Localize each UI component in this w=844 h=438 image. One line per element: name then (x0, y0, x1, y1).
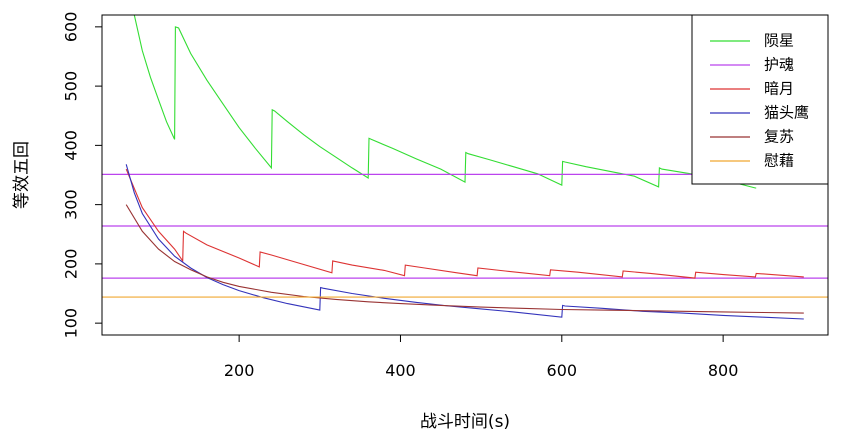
legend-label: 护魂 (764, 56, 794, 74)
series-line-4 (125, 204, 804, 314)
legend-label: 陨星 (764, 32, 794, 50)
y-tick-label: 300 (62, 189, 81, 220)
x-axis: 200 400 600 800 (224, 334, 739, 380)
legend-label: 猫头鹰 (764, 104, 809, 122)
x-axis-title: 战斗时间(s) (420, 412, 510, 432)
legend-box (691, 14, 829, 185)
y-axis-title: 等效五回 (12, 141, 32, 209)
y-tick-label: 100 (62, 308, 81, 339)
legend-label: 复苏 (764, 128, 794, 146)
y-tick-label: 200 (62, 249, 81, 280)
x-tick-label: 200 (224, 361, 255, 380)
series-line-3 (125, 164, 804, 320)
x-tick-label: 400 (385, 361, 416, 380)
legend-label: 慰藉 (764, 152, 794, 170)
y-tick-label: 400 (62, 130, 81, 161)
legend-label: 暗月 (764, 80, 794, 98)
y-tick-label: 600 (62, 12, 81, 43)
x-tick-label: 800 (708, 361, 739, 380)
y-tick-label: 500 (62, 71, 81, 102)
series-layer (102, 15, 828, 320)
x-tick-label: 600 (547, 361, 578, 380)
y-axis: 100 200 300 400 500 600 (62, 12, 103, 339)
series-line-0 (133, 15, 757, 189)
series-line-2 (125, 168, 804, 279)
